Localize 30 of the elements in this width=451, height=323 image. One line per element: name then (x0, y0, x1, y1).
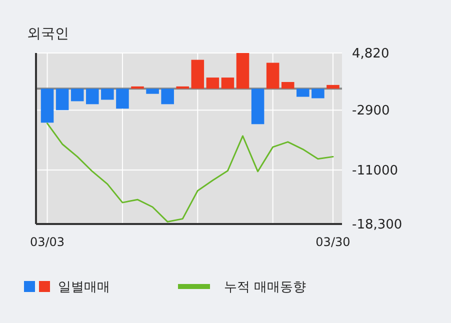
chart-title: 외국인 (27, 26, 69, 42)
bar (116, 88, 129, 109)
bar (146, 88, 159, 94)
bar (296, 88, 310, 97)
bar (251, 88, 264, 124)
bar (101, 88, 114, 100)
bar (131, 86, 144, 89)
bar (326, 84, 340, 89)
bar (266, 62, 280, 89)
y-tick-label: 4,820 (352, 46, 390, 62)
legend-label: 누적 매매동향 (224, 280, 306, 295)
bar (206, 78, 220, 89)
line-series (46, 122, 334, 223)
bar (56, 88, 69, 110)
bar (191, 60, 204, 89)
y-tick-label: -18,300 (352, 218, 402, 233)
bar (161, 88, 174, 104)
bar (221, 78, 234, 89)
bar (281, 82, 294, 89)
x-tick-label: 03/30 (316, 235, 350, 249)
bar (312, 88, 324, 98)
bar (176, 86, 189, 89)
bar (86, 88, 99, 104)
x-tick-label: 03/03 (30, 235, 65, 249)
bar (70, 88, 84, 102)
bar (40, 88, 54, 123)
legend-label: 일별매매 (58, 280, 110, 295)
y-tick-label: -2900 (352, 104, 390, 119)
bar (236, 53, 250, 89)
y-tick-label: -11000 (352, 164, 398, 179)
